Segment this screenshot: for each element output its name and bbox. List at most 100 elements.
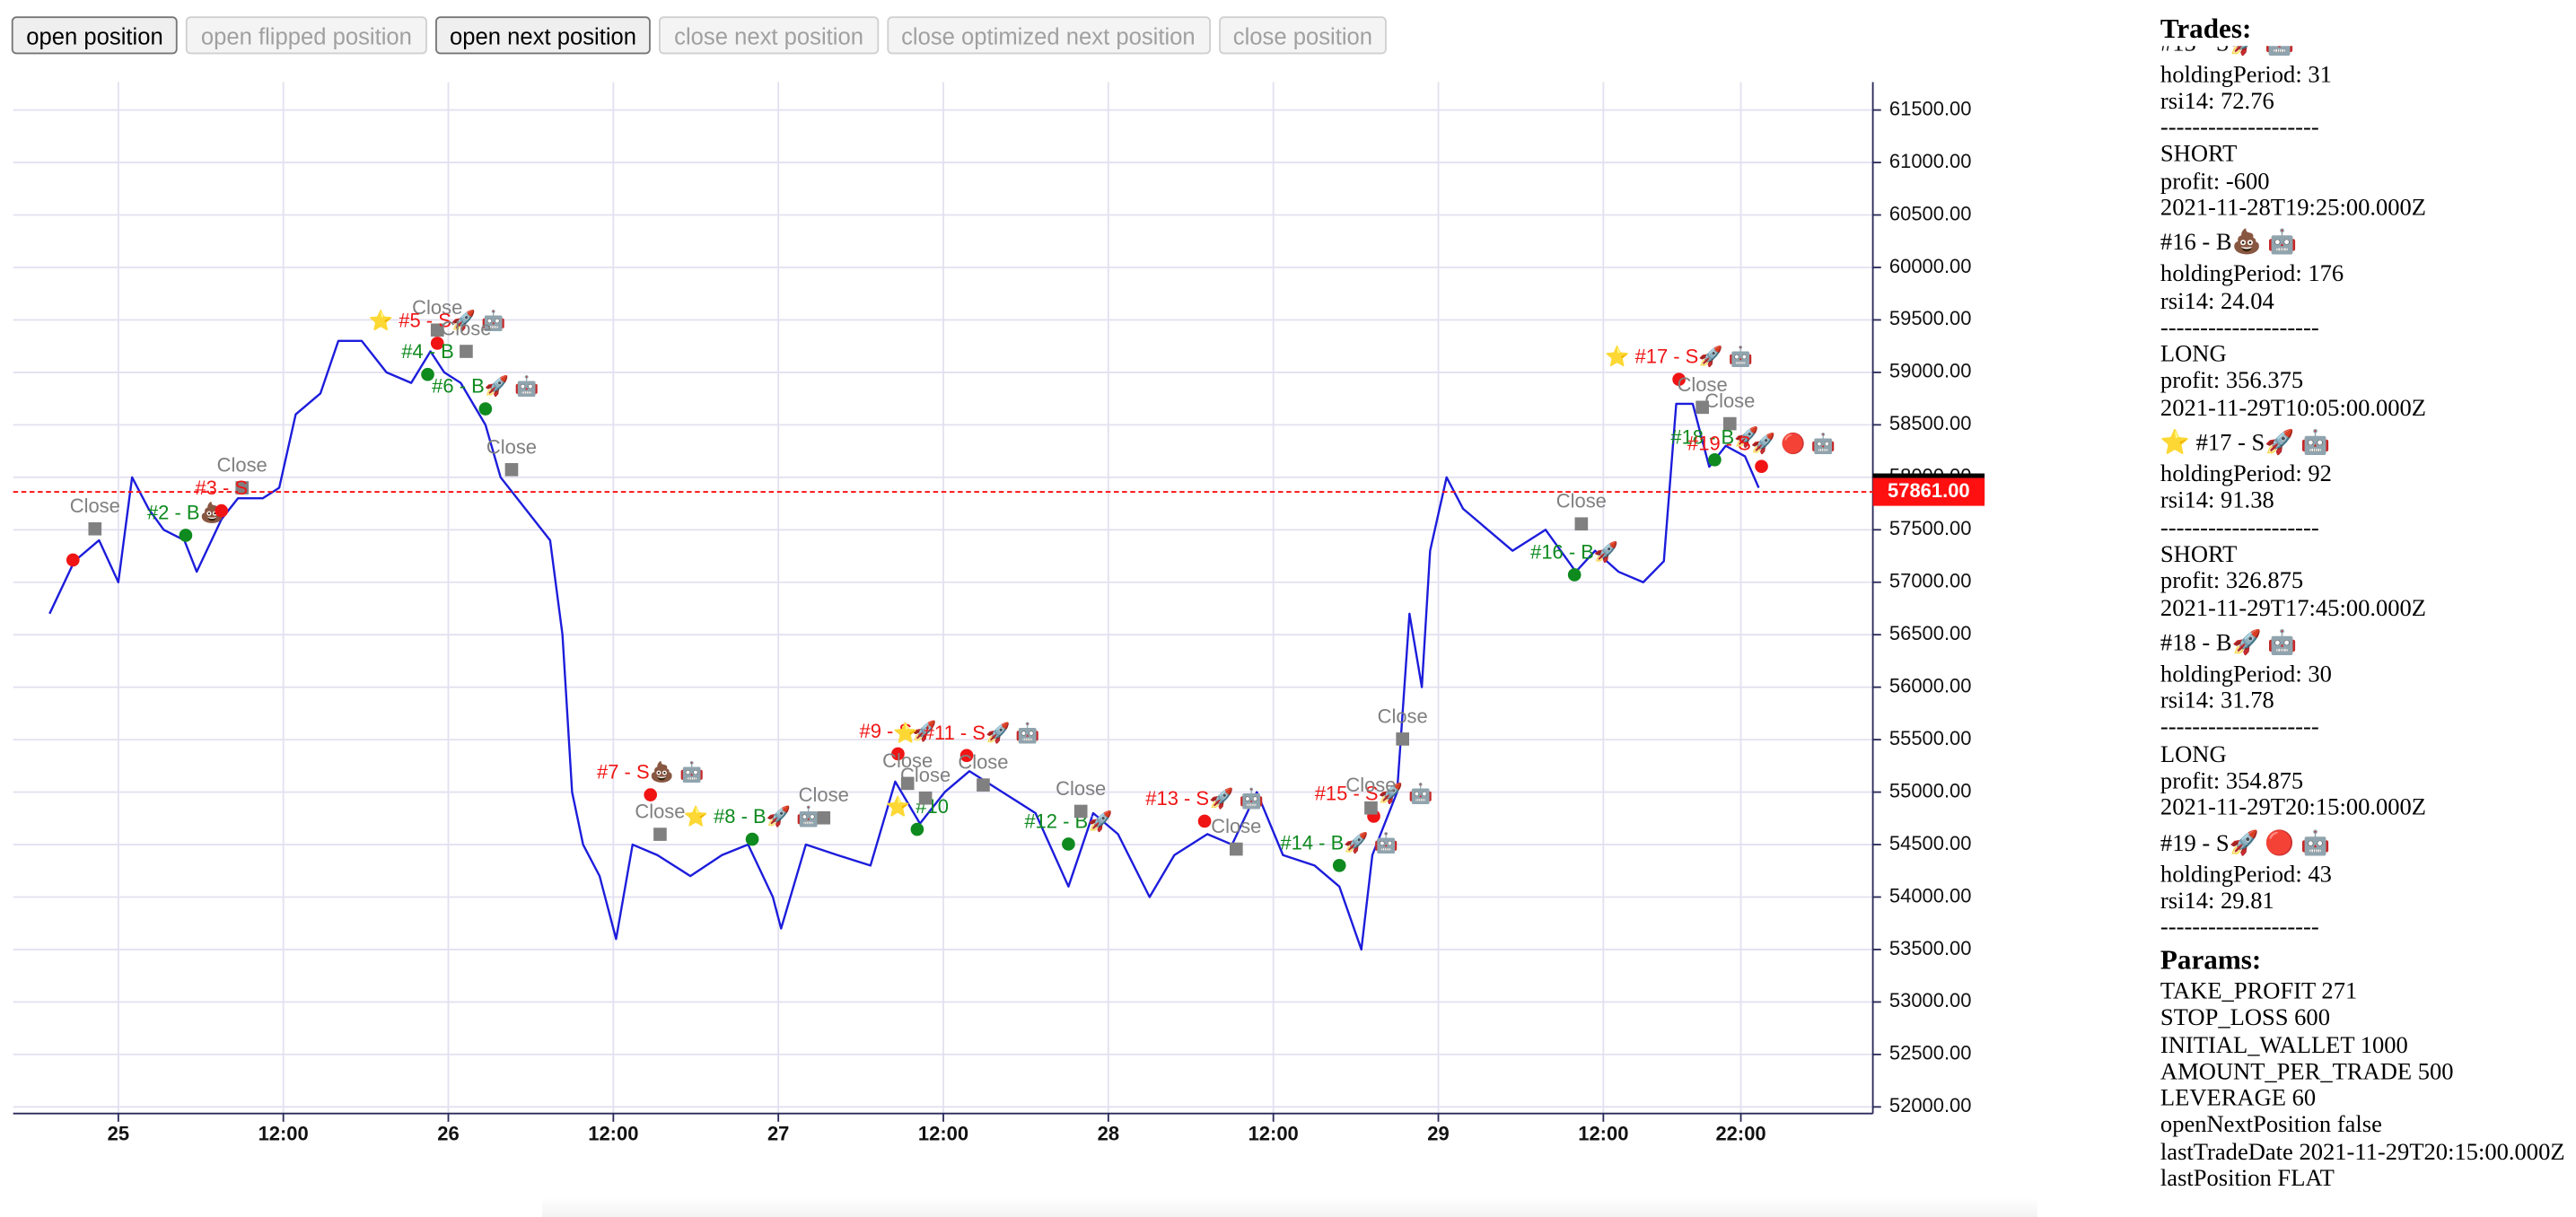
y-tick-label: 57500.00: [1889, 517, 1972, 539]
x-tick-label: 12:00: [918, 1122, 968, 1144]
trade-line: holdingPeriod: 176: [2160, 261, 2344, 288]
x-tick-label: 27: [767, 1122, 789, 1144]
trade-line: SHORT: [2160, 142, 2238, 169]
trade-head: #16 - B💩 🤖: [2160, 230, 2298, 257]
trade-line: holdingPeriod: 43: [2160, 862, 2332, 889]
close-marker: [817, 810, 831, 825]
close-marker: [460, 345, 473, 358]
price-tag: [1872, 477, 1985, 506]
buy-marker: [1332, 858, 1346, 872]
trade-line: LONG: [2160, 741, 2227, 768]
marker-label: #2 - B💩: [147, 501, 224, 523]
trade-line: rsi14: 24.04: [2160, 288, 2274, 315]
trade-line: 2021-11-29T10:05:00.000Z: [2160, 395, 2427, 422]
marker-label: Close: [1556, 490, 1607, 512]
y-tick-label: 61000.00: [1889, 150, 1972, 172]
trade-head: #19 - S🚀 🔴 🤖: [2160, 830, 2331, 857]
marker-label: Close: [1211, 815, 1261, 837]
buy-marker: [910, 822, 924, 836]
marker-label: #14 - B🚀 🤖: [1280, 831, 1398, 854]
marker-label: Close: [1704, 390, 1755, 412]
close-marker: [1574, 517, 1589, 531]
marker-label: Close: [1345, 774, 1396, 796]
param-line: openNextPosition false: [2160, 1112, 2382, 1140]
trade-line: rsi14: 31.78: [2160, 688, 2274, 715]
sell-marker: [644, 788, 658, 801]
buy-marker: [1567, 568, 1582, 582]
y-tick-label: 54500.00: [1889, 832, 1972, 854]
toolbar-button[interactable]: open next position: [434, 16, 652, 55]
marker-label: Close: [900, 764, 951, 786]
param-line: TAKE_PROFIT 271: [2160, 978, 2358, 1005]
marker-label: Close: [412, 296, 462, 319]
trade-line: holdingPeriod: 31: [2160, 61, 2332, 88]
y-tick-label: 60500.00: [1889, 202, 1972, 224]
x-tick-label: 12:00: [258, 1122, 309, 1144]
sell-marker: [1755, 460, 1768, 473]
marker-label: Close: [1056, 777, 1106, 800]
param-line: lastTradeDate 2021-11-29T20:15:00.000Z: [2160, 1139, 2565, 1166]
y-tick-label: 55500.00: [1889, 727, 1972, 749]
y-tick-label: 59000.00: [1889, 360, 1972, 382]
trade-line: --------------------: [2160, 714, 2319, 742]
buy-marker: [745, 832, 759, 846]
close-marker: [1364, 801, 1378, 815]
trade-line: profit: 356.375: [2160, 368, 2304, 396]
marker-label: #16 - B🚀: [1530, 540, 1618, 563]
x-tick-label: 29: [1427, 1122, 1449, 1144]
marker-label: Close: [70, 495, 120, 517]
trade-line: 2021-11-29T17:45:00.000Z: [2160, 595, 2427, 622]
y-tick-label: 52500.00: [1889, 1042, 1972, 1064]
close-marker: [1396, 732, 1410, 746]
y-tick-label: 57000.00: [1889, 570, 1972, 592]
marker-label: Close: [1678, 373, 1728, 396]
buy-marker: [1062, 837, 1075, 851]
trade-line: profit: 354.875: [2160, 768, 2304, 795]
marker-label: Close: [1378, 705, 1428, 727]
sell-marker: [891, 747, 905, 761]
toolbar-button: close next position: [659, 16, 879, 55]
y-tick-label: 56000.00: [1889, 674, 1972, 696]
trade-line: rsi14: 29.81: [2160, 888, 2274, 915]
toolbar-button[interactable]: open position: [11, 16, 179, 55]
params-title: Params:: [2160, 944, 2576, 977]
y-tick-label: 52000.00: [1889, 1094, 1972, 1116]
close-marker: [430, 323, 444, 337]
toolbar: open position open flipped position open n…: [11, 16, 1388, 55]
marker-label: #3 - S: [195, 477, 248, 499]
trade-line: --------------------: [2160, 115, 2319, 142]
marker-label: Close: [799, 784, 849, 806]
footer-shade: [542, 1197, 2037, 1217]
x-tick-label: 22:00: [1715, 1122, 1766, 1144]
trades-title: Trades:: [2160, 13, 2576, 47]
toolbar-button: open flipped position: [186, 16, 427, 55]
trade-line: --------------------: [2160, 315, 2319, 342]
param-line: INITIAL_WALLET 1000: [2160, 1032, 2408, 1059]
buy-marker: [421, 367, 434, 381]
trade-line: profit: -600: [2160, 168, 2270, 196]
x-tick-label: 28: [1098, 1122, 1119, 1144]
trade-line: holdingPeriod: 30: [2160, 661, 2332, 688]
marker-label: Close: [882, 749, 933, 772]
y-tick-label: 55000.00: [1889, 779, 1972, 801]
close-marker: [1073, 804, 1088, 819]
y-tick-label: 58500.00: [1889, 412, 1972, 434]
marker-label: #9 - S🚀: [859, 720, 936, 742]
sell-marker: [430, 337, 444, 350]
toolbar-button: close optimized next position: [886, 16, 1211, 55]
y-tick-label: 59500.00: [1889, 307, 1972, 329]
marker-label: ⭐ #10: [886, 795, 949, 818]
close-marker: [653, 827, 667, 841]
trade-line: rsi14: 91.38: [2160, 488, 2274, 515]
trade-line: LONG: [2160, 341, 2227, 369]
close-marker: [1722, 416, 1737, 431]
marker-label: Close: [441, 318, 491, 340]
param-line: LEVERAGE 60: [2160, 1085, 2317, 1113]
x-tick-label: 12:00: [588, 1122, 638, 1144]
trade-head: ⭐ #17 - S🚀 🤖: [2160, 430, 2331, 457]
x-tick-label: 12:00: [1578, 1122, 1628, 1144]
param-line: lastPosition FLAT: [2160, 1166, 2335, 1193]
trade-line: SHORT: [2160, 541, 2238, 569]
sell-marker: [1197, 814, 1212, 828]
trade-line: --------------------: [2160, 514, 2319, 542]
